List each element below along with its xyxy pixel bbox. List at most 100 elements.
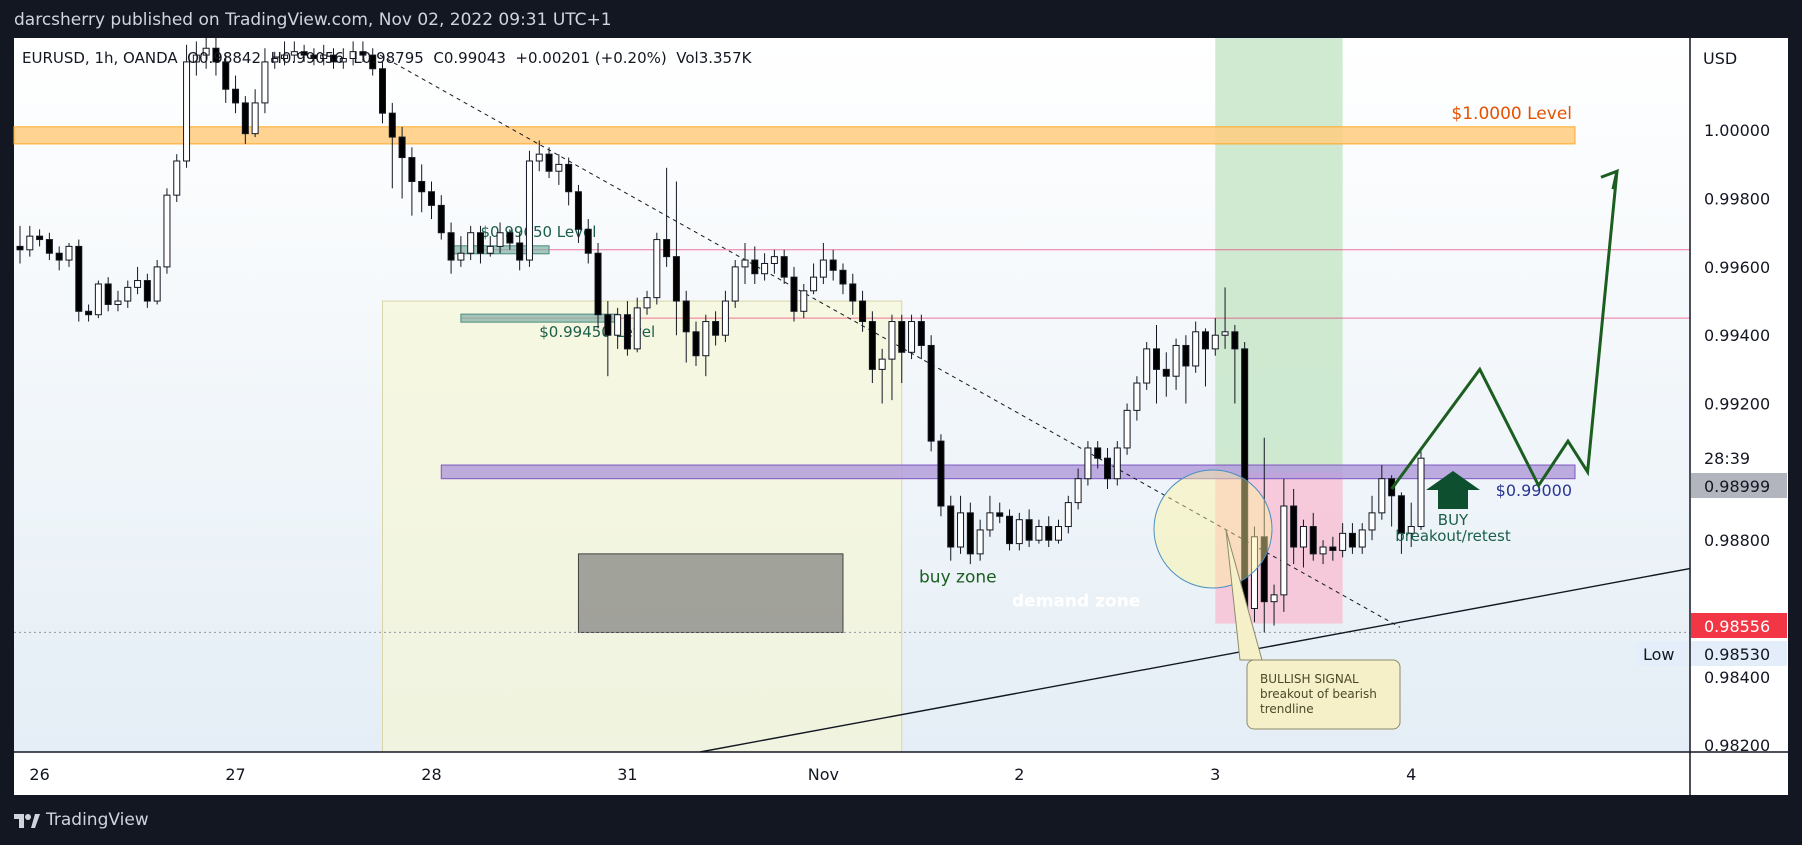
candle[interactable] — [1006, 515, 1014, 545]
candle[interactable] — [1260, 536, 1268, 603]
candle[interactable] — [1319, 546, 1327, 555]
candle[interactable] — [1231, 331, 1239, 350]
candle[interactable] — [1309, 526, 1317, 555]
candle[interactable] — [898, 321, 906, 353]
candle[interactable] — [1358, 529, 1366, 548]
candle[interactable] — [682, 300, 690, 333]
candle[interactable] — [702, 321, 710, 357]
candle[interactable] — [1221, 331, 1229, 336]
candle[interactable] — [1162, 368, 1170, 377]
candle[interactable] — [1339, 532, 1347, 551]
candle[interactable] — [819, 259, 827, 278]
candle[interactable] — [124, 286, 132, 302]
candle[interactable] — [947, 505, 955, 548]
candle[interactable] — [712, 321, 720, 336]
candle[interactable] — [1270, 594, 1278, 603]
candle[interactable] — [565, 163, 573, 193]
candle[interactable] — [290, 51, 298, 56]
candle[interactable] — [36, 235, 44, 241]
candle[interactable] — [1094, 447, 1102, 459]
candle[interactable] — [1407, 526, 1415, 534]
candle[interactable] — [1378, 478, 1386, 514]
candle[interactable] — [976, 529, 984, 555]
candle[interactable] — [45, 239, 53, 254]
candle[interactable] — [584, 228, 592, 254]
candle[interactable] — [457, 252, 465, 261]
candle[interactable] — [1123, 409, 1131, 449]
candle[interactable] — [222, 61, 230, 90]
candle[interactable] — [1133, 382, 1141, 411]
candle[interactable] — [594, 252, 602, 316]
candle[interactable] — [829, 259, 837, 271]
candle[interactable] — [1104, 457, 1111, 480]
candle[interactable] — [65, 245, 73, 261]
candle[interactable] — [1152, 348, 1160, 370]
candle[interactable] — [183, 61, 191, 162]
candle[interactable] — [26, 235, 34, 251]
candle[interactable] — [800, 290, 808, 312]
candle[interactable] — [437, 204, 445, 234]
candle[interactable] — [1250, 536, 1258, 610]
candle[interactable] — [1329, 546, 1337, 551]
candle[interactable] — [957, 512, 965, 548]
current-price-badge[interactable] — [1691, 473, 1787, 498]
candle[interactable] — [1417, 457, 1425, 528]
candle[interactable] — [467, 232, 475, 254]
candle[interactable] — [320, 54, 328, 59]
candle[interactable] — [643, 297, 651, 309]
candle[interactable] — [427, 191, 435, 206]
candle[interactable] — [447, 232, 455, 261]
candle[interactable] — [1113, 447, 1121, 480]
candle[interactable] — [692, 331, 700, 357]
candle[interactable] — [525, 160, 533, 261]
candle[interactable] — [868, 321, 876, 370]
candle[interactable] — [1397, 495, 1405, 534]
candle[interactable] — [623, 314, 631, 350]
candle[interactable] — [878, 358, 886, 370]
candle[interactable] — [300, 51, 308, 56]
candle[interactable] — [496, 232, 504, 247]
candle[interactable] — [388, 112, 396, 138]
candle[interactable] — [281, 54, 289, 59]
low-price-badge[interactable] — [1691, 613, 1787, 638]
candle[interactable] — [751, 259, 759, 275]
candle[interactable] — [1368, 512, 1376, 531]
candle[interactable] — [1290, 505, 1298, 548]
candle[interactable] — [241, 102, 249, 135]
candle[interactable] — [1055, 526, 1063, 541]
candle[interactable] — [859, 300, 867, 323]
candle[interactable] — [927, 344, 935, 442]
candle[interactable] — [574, 191, 582, 230]
candle[interactable] — [192, 54, 200, 63]
candle[interactable] — [339, 57, 347, 63]
candle[interactable] — [134, 280, 142, 288]
candle[interactable] — [271, 57, 279, 63]
candle[interactable] — [614, 314, 622, 336]
candle[interactable] — [486, 245, 494, 254]
candle[interactable] — [232, 88, 240, 104]
candle[interactable] — [908, 321, 916, 353]
candle[interactable] — [888, 321, 896, 360]
candle[interactable] — [1015, 519, 1023, 545]
candle[interactable] — [476, 232, 484, 254]
candle[interactable] — [761, 262, 769, 275]
candle[interactable] — [1182, 344, 1190, 367]
candle[interactable] — [16, 245, 24, 251]
candle[interactable] — [310, 54, 318, 59]
candle[interactable] — [770, 256, 778, 264]
tradingview-logo[interactable]: TradingView — [14, 810, 149, 830]
candle[interactable] — [1348, 532, 1356, 548]
candle[interactable] — [398, 136, 406, 159]
candle[interactable] — [731, 266, 739, 302]
candle[interactable] — [75, 245, 83, 312]
candle[interactable] — [1211, 334, 1219, 350]
candle[interactable] — [535, 153, 543, 162]
candle[interactable] — [545, 153, 553, 172]
projection-path[interactable] — [1390, 171, 1619, 490]
candle[interactable] — [104, 283, 112, 305]
candle[interactable] — [849, 283, 857, 302]
bullish-signal-callout[interactable] — [1246, 659, 1401, 730]
candle[interactable] — [1084, 447, 1092, 480]
candle[interactable] — [937, 440, 945, 507]
